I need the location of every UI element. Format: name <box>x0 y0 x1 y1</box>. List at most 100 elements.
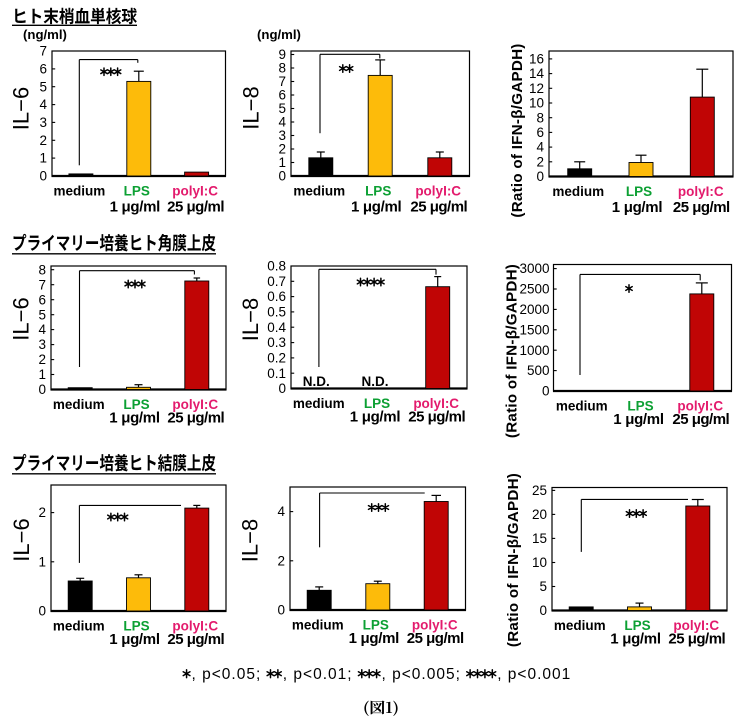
svg-text:1 μg/ml: 1 μg/ml <box>613 411 664 428</box>
svg-text:25 μg/ml: 25 μg/ml <box>668 631 725 648</box>
svg-text:3: 3 <box>38 337 46 352</box>
svg-text:1 μg/ml: 1 μg/ml <box>351 199 402 216</box>
svg-text:5: 5 <box>278 101 286 116</box>
svg-text:medium: medium <box>552 184 604 199</box>
svg-text:1 μg/ml: 1 μg/ml <box>110 199 161 216</box>
svg-text:6: 6 <box>39 62 47 77</box>
svg-text:6: 6 <box>38 292 46 307</box>
svg-text:polyI:C: polyI:C <box>678 184 724 199</box>
svg-text:, p<0.001: , p<0.001 <box>497 666 571 683</box>
svg-text:25 μg/ml: 25 μg/ml <box>673 199 730 216</box>
svg-text:IL−8: IL−8 <box>239 86 264 129</box>
svg-text:8: 8 <box>536 110 544 125</box>
svg-text:2: 2 <box>536 154 544 169</box>
svg-text:0: 0 <box>39 169 47 184</box>
svg-text:, p<0.05;: , p<0.05; <box>192 666 262 683</box>
svg-text:0: 0 <box>539 603 547 618</box>
svg-text:1 μg/ml: 1 μg/ml <box>610 631 661 648</box>
svg-text:IL−8: IL−8 <box>238 519 263 562</box>
svg-text:25: 25 <box>532 483 547 498</box>
svg-text:polyI:C: polyI:C <box>172 184 218 199</box>
svg-text:5: 5 <box>539 579 547 594</box>
svg-text:500: 500 <box>527 363 550 378</box>
svg-text:LPS: LPS <box>124 184 150 199</box>
svg-text:1 μg/ml: 1 μg/ml <box>350 409 401 426</box>
svg-text:3: 3 <box>39 115 47 130</box>
svg-text:1: 1 <box>278 155 286 170</box>
svg-text:(Ratio of IFN-β/GAPDH): (Ratio of IFN-β/GAPDH) <box>504 264 521 438</box>
svg-text:, p<0.005;: , p<0.005; <box>382 666 461 683</box>
svg-text:0: 0 <box>38 382 46 397</box>
svg-text:polyI:C: polyI:C <box>415 184 461 199</box>
svg-text:(ng/ml): (ng/ml) <box>257 27 301 42</box>
svg-text:0.1: 0.1 <box>267 366 286 381</box>
svg-text:polyI:C: polyI:C <box>412 618 458 633</box>
svg-text:4: 4 <box>536 140 544 155</box>
svg-text:IL−6: IL−6 <box>9 518 34 561</box>
svg-text:medium: medium <box>53 619 105 634</box>
svg-text:1 μg/ml: 1 μg/ml <box>349 630 400 647</box>
svg-text:, p<0.01;: , p<0.01; <box>283 666 353 683</box>
svg-text:LPS: LPS <box>365 184 391 199</box>
svg-text:medium: medium <box>293 184 345 199</box>
svg-text:LPS: LPS <box>364 396 390 411</box>
svg-text:12: 12 <box>529 81 544 96</box>
svg-text:0: 0 <box>277 603 285 618</box>
svg-text:IL−8: IL−8 <box>238 298 263 341</box>
svg-text:polyI:C: polyI:C <box>673 618 719 633</box>
svg-text:IL−6: IL−6 <box>9 87 34 130</box>
svg-text:LPS: LPS <box>363 618 389 633</box>
svg-text:1 μg/ml: 1 μg/ml <box>612 199 663 216</box>
svg-text:2000: 2000 <box>519 302 549 317</box>
svg-text:polyI:C: polyI:C <box>677 399 723 414</box>
svg-text:3000: 3000 <box>519 261 549 276</box>
svg-text:medium: medium <box>554 618 606 633</box>
svg-text:4: 4 <box>277 504 285 519</box>
svg-text:2: 2 <box>39 133 47 148</box>
svg-text:25 μg/ml: 25 μg/ml <box>407 630 464 647</box>
svg-text:0.8: 0.8 <box>267 259 286 274</box>
svg-text:3: 3 <box>278 128 286 143</box>
svg-text:15: 15 <box>532 531 547 546</box>
svg-text:1000: 1000 <box>519 343 549 358</box>
svg-text:1500: 1500 <box>519 322 549 337</box>
svg-text:0.6: 0.6 <box>267 289 286 304</box>
svg-text:1 μg/ml: 1 μg/ml <box>109 631 160 648</box>
svg-text:4: 4 <box>39 97 47 112</box>
svg-text:9: 9 <box>278 47 286 62</box>
svg-text:medium: medium <box>53 397 105 412</box>
svg-text:1: 1 <box>38 554 46 569</box>
svg-text:LPS: LPS <box>123 619 149 634</box>
svg-text:10: 10 <box>532 555 547 570</box>
svg-text:1: 1 <box>38 367 46 382</box>
svg-text:0.5: 0.5 <box>267 305 286 320</box>
svg-text:(Ratio of IFN-β/GAPDH): (Ratio of IFN-β/GAPDH) <box>505 473 522 647</box>
svg-text:LPS: LPS <box>123 397 149 412</box>
svg-text:N.D.: N.D. <box>362 374 389 389</box>
svg-text:7: 7 <box>38 277 46 292</box>
svg-text:N.D.: N.D. <box>303 374 330 389</box>
svg-text:2: 2 <box>38 352 46 367</box>
svg-text:2500: 2500 <box>519 282 549 297</box>
svg-text:25 μg/ml: 25 μg/ml <box>167 410 224 427</box>
svg-text:5: 5 <box>38 307 46 322</box>
svg-text:(Ratio of IFN-β/GAPDH): (Ratio of IFN-β/GAPDH) <box>509 43 526 217</box>
svg-text:5: 5 <box>39 79 47 94</box>
svg-text:0: 0 <box>278 169 286 184</box>
svg-text:1 μg/ml: 1 μg/ml <box>109 410 160 427</box>
svg-text:6: 6 <box>278 88 286 103</box>
svg-text:14: 14 <box>529 66 545 81</box>
svg-text:8: 8 <box>278 61 286 76</box>
svg-text:7: 7 <box>39 44 47 59</box>
svg-text:0.2: 0.2 <box>267 351 286 366</box>
svg-text:(ng/ml): (ng/ml) <box>23 27 67 42</box>
svg-text:2: 2 <box>38 505 46 520</box>
svg-text:7: 7 <box>278 74 286 89</box>
svg-text:25 μg/ml: 25 μg/ml <box>410 199 467 216</box>
svg-text:IL−6: IL−6 <box>9 297 34 340</box>
svg-text:0: 0 <box>278 381 286 396</box>
svg-text:2: 2 <box>278 142 286 157</box>
svg-text:LPS: LPS <box>627 399 653 414</box>
svg-text:20: 20 <box>532 507 547 522</box>
svg-text:LPS: LPS <box>626 184 652 199</box>
